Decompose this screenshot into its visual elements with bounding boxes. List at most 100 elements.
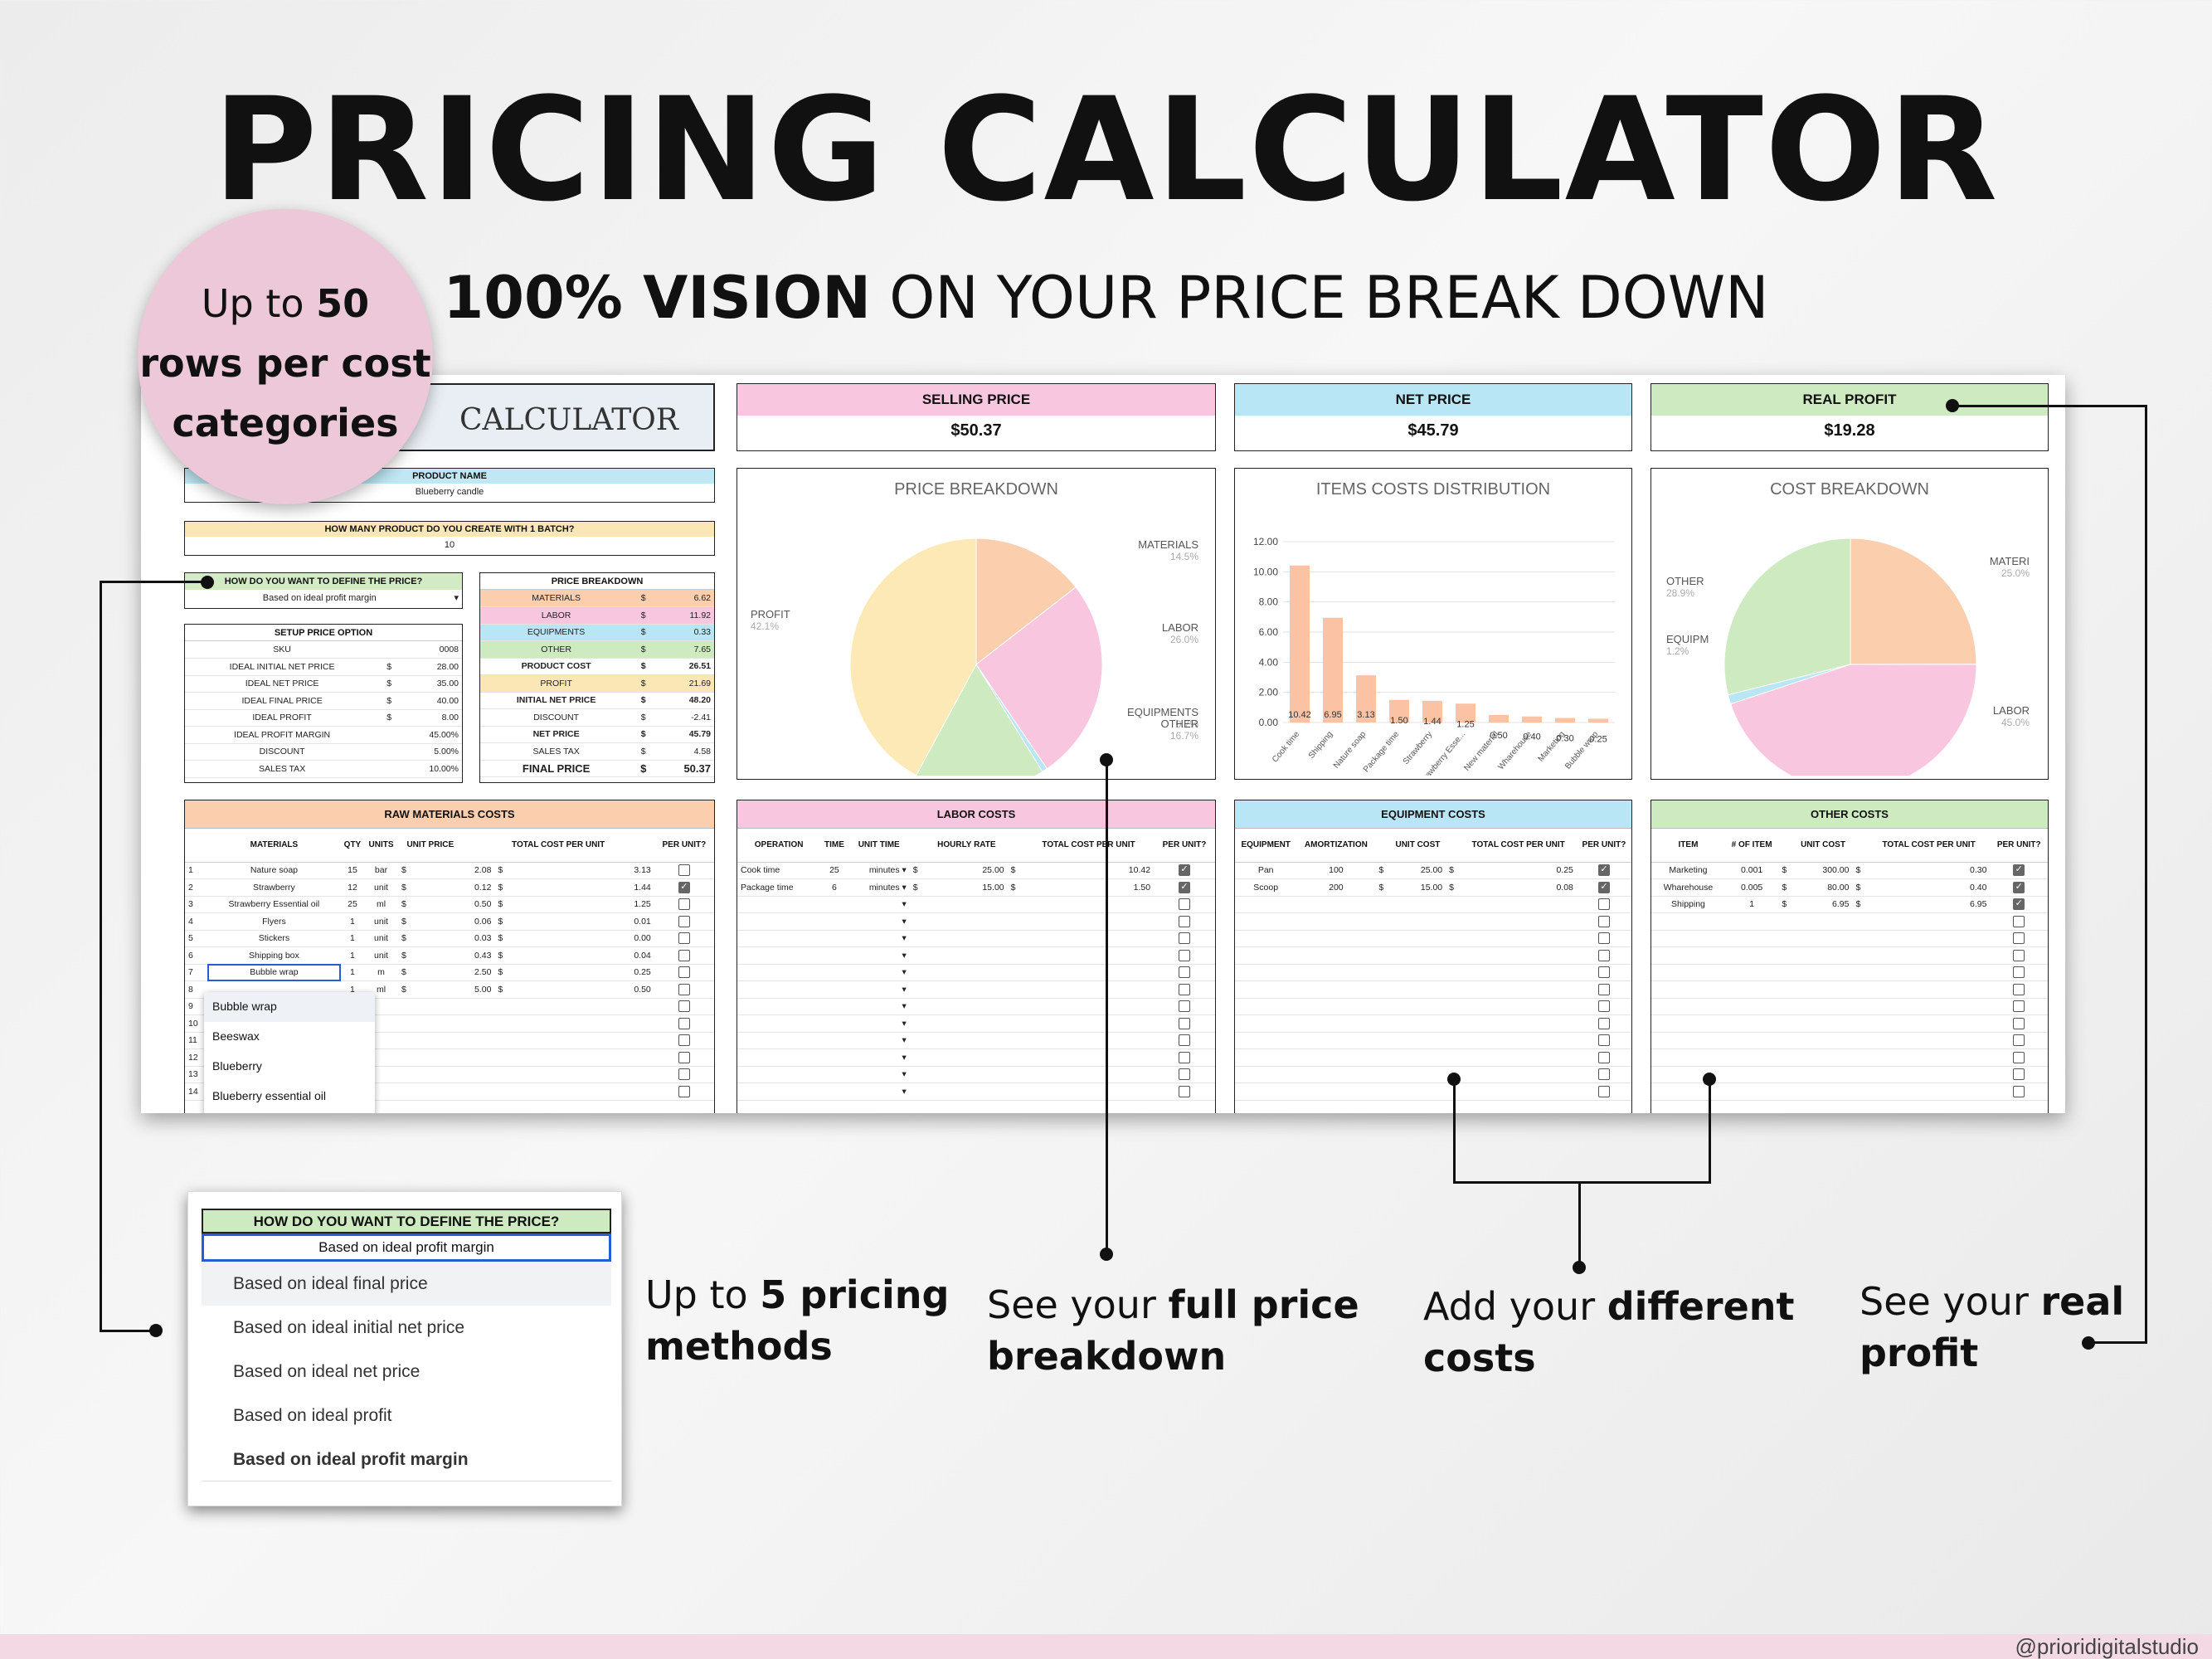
checkbox-icon[interactable]	[678, 983, 690, 995]
autocomplete-option[interactable]: Blueberry essential oil	[212, 1089, 326, 1102]
unit-cost[interactable]	[1793, 912, 1853, 931]
checkbox-checked-icon[interactable]: ✓	[2013, 898, 2025, 911]
define-price-select[interactable]: Based on ideal profit margin ▾	[185, 590, 462, 606]
unit-cost[interactable]	[1793, 1082, 1853, 1101]
item-count[interactable]	[1724, 998, 1779, 1015]
amortization[interactable]	[1296, 1014, 1376, 1033]
unit-cost[interactable]	[1389, 980, 1446, 999]
equipment[interactable]	[1235, 896, 1297, 913]
time[interactable]	[820, 1032, 848, 1049]
item-count[interactable]	[1724, 946, 1779, 965]
pricing-method-option[interactable]: Based on ideal profit	[233, 1406, 392, 1425]
pricing-method-option[interactable]: Based on ideal profit margin	[202, 1438, 611, 1481]
item-count[interactable]: 1	[1724, 896, 1779, 913]
amortization[interactable]	[1296, 998, 1376, 1015]
amortization[interactable]	[1296, 930, 1376, 947]
item[interactable]: Shipping	[1651, 896, 1725, 913]
operation[interactable]: Cook time	[737, 862, 821, 879]
checkbox-icon[interactable]	[2013, 966, 2025, 979]
row-value[interactable]: 28.00	[399, 658, 462, 676]
time[interactable]	[820, 946, 848, 965]
operation[interactable]	[737, 1014, 821, 1033]
unit-time-select[interactable]: ▾	[848, 946, 910, 965]
checkbox-icon[interactable]	[1179, 915, 1191, 927]
row-value[interactable]: 45.00%	[399, 726, 462, 744]
unit-time-select[interactable]: ▾	[848, 1014, 910, 1033]
item[interactable]	[1651, 1014, 1725, 1033]
autocomplete-option[interactable]: Bubble wrap	[204, 992, 375, 1022]
checkbox-icon[interactable]	[1179, 1051, 1191, 1063]
equipment[interactable]	[1235, 1048, 1297, 1067]
checkbox-icon[interactable]	[1179, 1034, 1191, 1047]
unit-cost[interactable]: 6.95	[1793, 896, 1853, 913]
unit-cost[interactable]	[1793, 998, 1853, 1015]
material-name[interactable]: Flyers	[207, 912, 341, 931]
operation[interactable]	[737, 1048, 821, 1067]
unit-price[interactable]: 0.12	[462, 878, 495, 897]
operation[interactable]	[737, 980, 821, 999]
checkbox-icon[interactable]	[1597, 966, 1610, 979]
hourly-rate[interactable]	[926, 998, 1008, 1015]
unit-cost[interactable]: 15.00	[1389, 878, 1446, 897]
unit-price[interactable]	[462, 1048, 495, 1067]
hourly-rate[interactable]	[926, 1014, 1008, 1033]
checkbox-icon[interactable]	[2013, 949, 2025, 961]
unit-price[interactable]: 2.08	[462, 862, 495, 879]
unit-cost[interactable]	[1793, 1048, 1853, 1067]
operation[interactable]	[737, 896, 821, 913]
time[interactable]	[820, 896, 848, 913]
checkbox-icon[interactable]	[1597, 1051, 1610, 1063]
checkbox-icon[interactable]	[2013, 983, 2025, 995]
equipment[interactable]	[1235, 946, 1297, 965]
unit-cost[interactable]	[1793, 930, 1853, 947]
equipment[interactable]	[1235, 980, 1297, 999]
equipment[interactable]	[1235, 1032, 1297, 1049]
item[interactable]	[1651, 1082, 1725, 1101]
operation[interactable]	[737, 946, 821, 965]
hourly-rate[interactable]	[926, 1082, 1008, 1101]
time[interactable]: 6	[820, 878, 848, 897]
checkbox-icon[interactable]	[1597, 1034, 1610, 1047]
unit-cost[interactable]	[1389, 1032, 1446, 1049]
time[interactable]	[820, 998, 848, 1015]
checkbox-icon[interactable]	[678, 1085, 690, 1097]
checkbox-icon[interactable]	[1179, 949, 1191, 961]
item-count[interactable]: 0.005	[1724, 878, 1779, 897]
checkbox-checked-icon[interactable]: ✓	[1597, 881, 1610, 893]
unit-cost[interactable]	[1389, 1014, 1446, 1033]
equipment[interactable]: Scoop	[1235, 878, 1297, 897]
checkbox-icon[interactable]	[1179, 932, 1191, 945]
unit-price[interactable]: 0.03	[462, 930, 495, 947]
item-count[interactable]	[1724, 1014, 1779, 1033]
item[interactable]	[1651, 912, 1725, 931]
checkbox-icon[interactable]	[678, 1068, 690, 1081]
material-name[interactable]: Strawberry	[207, 878, 341, 897]
unit-price[interactable]: 5.00	[462, 980, 495, 999]
unit-cost[interactable]	[1793, 964, 1853, 981]
unit-price[interactable]: 2.50	[462, 964, 495, 981]
item-count[interactable]	[1724, 1032, 1779, 1049]
unit-time-select[interactable]: minutes ▾	[848, 878, 910, 897]
unit-price[interactable]	[462, 1066, 495, 1083]
checkbox-icon[interactable]	[678, 864, 690, 877]
equipment[interactable]	[1235, 964, 1297, 981]
checkbox-icon[interactable]	[1597, 915, 1610, 927]
unit-time-select[interactable]: ▾	[848, 1082, 910, 1101]
operation[interactable]	[737, 998, 821, 1015]
unit-cost[interactable]	[1389, 998, 1446, 1015]
amortization[interactable]	[1296, 1048, 1376, 1067]
checkbox-icon[interactable]	[2013, 1068, 2025, 1081]
unit-cost[interactable]	[1793, 1032, 1853, 1049]
equipment[interactable]	[1235, 930, 1297, 947]
time[interactable]	[820, 1082, 848, 1101]
time[interactable]	[820, 930, 848, 947]
row-value[interactable]: 40.00	[399, 692, 462, 710]
hourly-rate[interactable]	[926, 912, 1008, 931]
checkbox-icon[interactable]	[1597, 898, 1610, 911]
amortization[interactable]	[1296, 964, 1376, 981]
hourly-rate[interactable]	[926, 930, 1008, 947]
item[interactable]	[1651, 946, 1725, 965]
unit-price[interactable]: 0.50	[462, 896, 495, 913]
unit-cost[interactable]	[1389, 912, 1446, 931]
equipment[interactable]: Pan	[1235, 862, 1297, 879]
